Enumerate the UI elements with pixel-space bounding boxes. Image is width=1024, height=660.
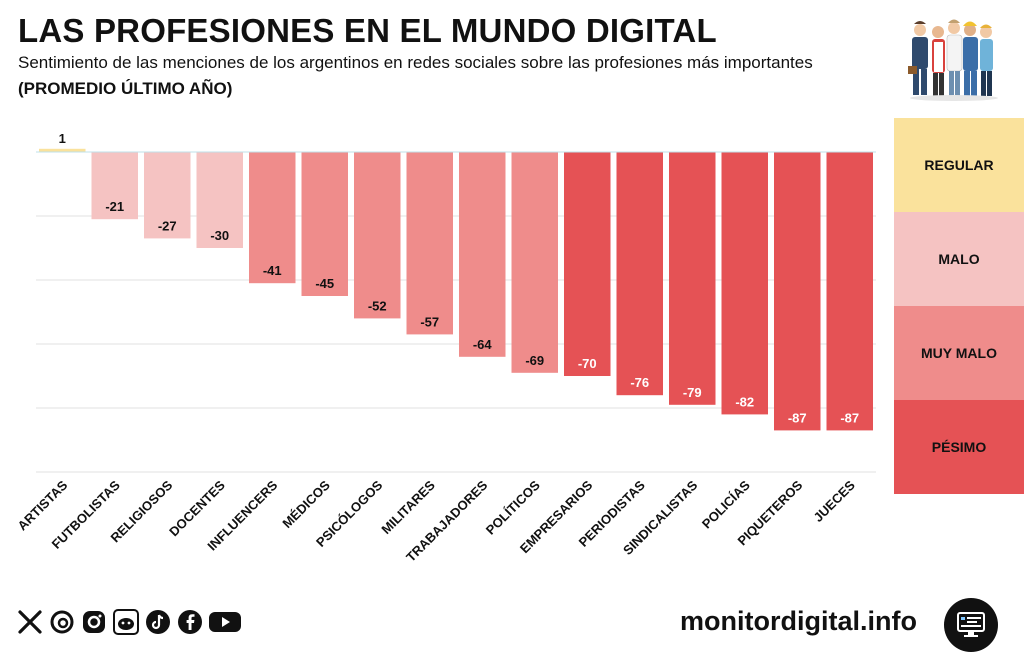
category-label: JUECES [810, 477, 858, 525]
threads-icon[interactable] [48, 608, 76, 636]
data-label: -79 [683, 385, 702, 400]
data-label: -21 [105, 199, 124, 214]
data-label: -52 [368, 298, 387, 313]
brand-name[interactable]: monitordigital.info [680, 606, 917, 636]
monitor-logo-icon [944, 598, 998, 652]
data-label: -64 [473, 337, 493, 352]
data-label: -57 [420, 314, 439, 329]
legend-label: REGULAR [924, 157, 994, 173]
data-label: -45 [315, 276, 334, 291]
bar [459, 152, 506, 357]
legend-label: MALO [938, 251, 980, 267]
bar [144, 152, 191, 239]
social-links [16, 608, 242, 636]
facebook-icon[interactable] [176, 608, 204, 636]
data-label: -70 [578, 356, 597, 371]
bar [826, 152, 873, 431]
data-label: -30 [210, 228, 229, 243]
data-label: 1 [59, 131, 66, 146]
chart-subtitle: Sentimiento de las menciones de los arge… [18, 53, 813, 72]
bar [354, 152, 401, 319]
bar [669, 152, 716, 405]
data-label: -87 [840, 410, 859, 425]
page-title: LAS PROFESIONES EN EL MUNDO DIGITAL [18, 12, 717, 49]
data-label: -41 [263, 263, 282, 278]
category-label: ARTISTAS [14, 477, 70, 533]
bar-chart: 1ARTISTAS-21FUTBOLISTAS-27RELIGIOSOS-30D… [14, 131, 876, 565]
chart-period: (PROMEDIO ÚLTIMO AÑO) [18, 79, 233, 98]
bar [564, 152, 611, 376]
legend-label: PÉSIMO [931, 439, 987, 455]
instagram-icon[interactable] [80, 608, 108, 636]
category-label: MÉDICOS [279, 477, 333, 531]
data-label: -82 [735, 394, 754, 409]
bar [39, 148, 86, 152]
legend: REGULAR MALO MUY MALO PÉSIMO [894, 118, 1024, 494]
bar [301, 152, 348, 296]
bar [196, 152, 243, 248]
reddit-icon[interactable] [112, 608, 140, 636]
bar [774, 152, 821, 431]
x-icon[interactable] [16, 608, 44, 636]
legend-item-malo: MALO [894, 212, 1024, 306]
legend-item-muy-malo: MUY MALO [894, 306, 1024, 400]
legend-item-regular: REGULAR [894, 118, 1024, 212]
bar [721, 152, 768, 415]
legend-item-pesimo: PÉSIMO [894, 400, 1024, 494]
category-label: POLICÍAS [699, 477, 753, 531]
data-label: -27 [158, 218, 177, 233]
data-label: -87 [788, 410, 807, 425]
professionals-illustration-icon [908, 19, 998, 101]
youtube-icon[interactable] [208, 608, 242, 636]
bar [91, 152, 138, 220]
legend-label: MUY MALO [921, 345, 997, 361]
bar [511, 152, 558, 373]
bar [406, 152, 453, 335]
bar [616, 152, 663, 396]
bar [249, 152, 296, 284]
data-label: -76 [630, 375, 649, 390]
tiktok-icon[interactable] [144, 608, 172, 636]
data-label: -69 [525, 353, 544, 368]
